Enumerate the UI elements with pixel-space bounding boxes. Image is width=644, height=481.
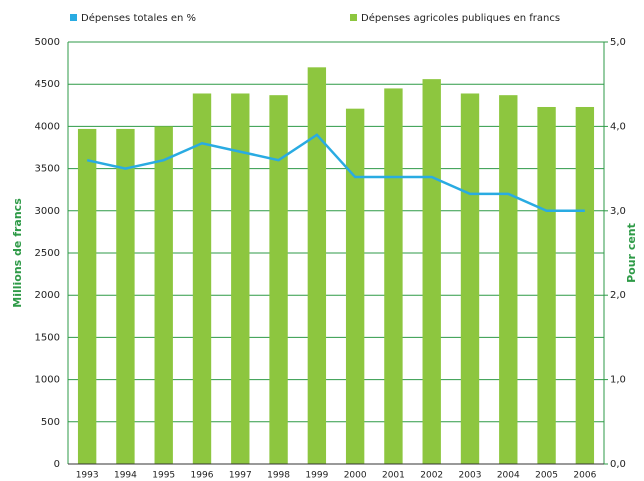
y-tick-label: 3500 (35, 164, 60, 175)
bar (460, 93, 480, 464)
y-tick-label: 2500 (35, 248, 60, 259)
legend-label: Dépenses totales en % (81, 12, 196, 24)
y2-tick-label: 4,0 (610, 121, 626, 132)
bar (345, 108, 365, 465)
legend-label: Dépenses agricoles publiques en francs (361, 12, 560, 24)
bar (77, 128, 97, 464)
x-tick-label: 2006 (573, 471, 596, 481)
y-tick-label: 1000 (35, 375, 60, 386)
bar (307, 67, 327, 464)
y2-tick-label: 0,0 (610, 459, 626, 470)
legend-swatch (70, 14, 77, 21)
line (86, 133, 585, 213)
y2-tick-label: 5,0 (610, 37, 626, 48)
bar (231, 93, 250, 464)
bar (269, 95, 288, 464)
x-tick-label: 2003 (459, 471, 482, 481)
x-tick-label: 2004 (497, 471, 520, 481)
x-tick-label: 2002 (420, 471, 443, 481)
y2-tick-label: 1,0 (610, 375, 626, 386)
x-tick-label: 1999 (305, 471, 328, 481)
y-tick-label: 5000 (35, 37, 60, 48)
y-tick-label: 500 (41, 417, 60, 428)
y2-tick-label: 2,0 (610, 290, 626, 301)
y-axis-label: Millions de francs (11, 198, 24, 308)
x-tick-label: 2005 (535, 471, 558, 481)
x-tick-label: 2001 (382, 471, 405, 481)
x-tick-label: 1993 (76, 471, 99, 481)
x-tick-label: 1994 (114, 471, 137, 481)
y2-tick-label: 3,0 (610, 206, 626, 217)
x-tick-label: 2000 (344, 471, 367, 481)
bar (499, 95, 518, 464)
y2-axis-label: Pour cent (625, 223, 638, 283)
x-tick-label: 1996 (191, 471, 214, 481)
y-tick-label: 1500 (35, 332, 60, 343)
x-tick-label: 1998 (267, 471, 290, 481)
y-tick-label: 4500 (35, 79, 60, 90)
y-tick-label: 4000 (35, 121, 60, 132)
y-tick-label: 2000 (35, 290, 60, 301)
x-tick-label: 1997 (229, 471, 252, 481)
bar (537, 106, 556, 464)
y-tick-label: 0 (54, 459, 60, 470)
bar (116, 128, 135, 464)
legend-swatch (350, 14, 357, 21)
x-tick-label: 1995 (152, 471, 175, 481)
bar (384, 88, 403, 465)
y-tick-label: 3000 (35, 206, 60, 217)
bar (422, 79, 441, 465)
bar (154, 126, 173, 465)
bar (575, 106, 595, 464)
bar (192, 93, 212, 464)
